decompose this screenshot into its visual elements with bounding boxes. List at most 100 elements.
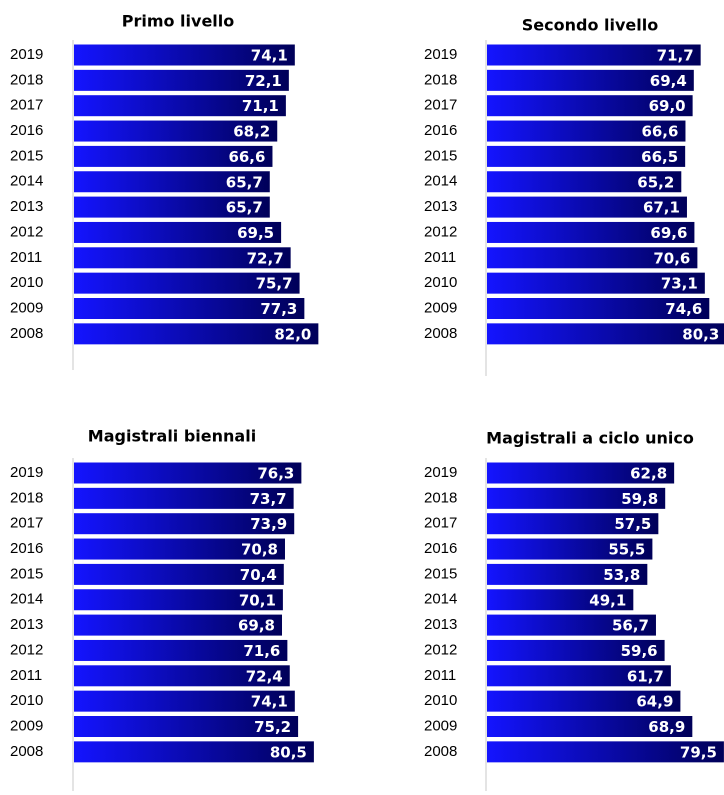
- y-tick-label: 2010: [10, 692, 43, 709]
- bar: [74, 690, 295, 712]
- y-tick-label: 2012: [10, 641, 43, 658]
- data-label: 65,7: [226, 173, 263, 191]
- data-label: 59,8: [621, 490, 658, 508]
- data-label: 61,7: [627, 667, 664, 685]
- y-tick-label: 2016: [424, 122, 457, 139]
- data-label: 49,1: [589, 591, 626, 609]
- bar: [487, 298, 710, 319]
- bar: [487, 716, 693, 737]
- y-tick-label: 2010: [424, 692, 457, 709]
- y-tick-label: 2019: [10, 464, 43, 481]
- data-label: 62,8: [630, 465, 667, 483]
- bar: [487, 690, 681, 712]
- data-label: 70,4: [240, 566, 277, 584]
- y-tick-label: 2018: [10, 489, 43, 506]
- bar: [74, 298, 305, 319]
- bar: [74, 221, 282, 243]
- y-tick-label: 2014: [424, 173, 457, 190]
- data-label: 72,7: [247, 249, 284, 267]
- data-label: 80,3: [682, 325, 719, 343]
- y-tick-label: 2014: [10, 173, 43, 190]
- data-label: 55,5: [608, 541, 645, 559]
- bar: [487, 221, 695, 243]
- data-label: 71,6: [243, 642, 280, 660]
- data-label: 70,1: [239, 591, 276, 609]
- data-label: 73,9: [250, 515, 287, 533]
- chart-title: Magistrali a ciclo unico: [486, 429, 694, 448]
- y-tick-label: 2019: [424, 46, 457, 63]
- bar: [487, 120, 686, 142]
- y-tick-label: 2015: [10, 565, 43, 582]
- y-tick-label: 2009: [424, 299, 457, 316]
- data-label: 53,8: [603, 566, 640, 584]
- chart-title: Magistrali biennali: [88, 427, 256, 446]
- bar: [74, 171, 270, 193]
- data-label: 56,7: [612, 617, 649, 635]
- y-tick-label: 2009: [424, 717, 457, 734]
- data-label: 67,1: [643, 199, 680, 217]
- y-tick-label: 2015: [10, 147, 43, 164]
- bar: [487, 44, 701, 66]
- data-label: 70,8: [241, 541, 278, 559]
- data-label: 66,6: [228, 148, 265, 166]
- y-tick-label: 2017: [10, 515, 43, 532]
- data-label: 75,7: [256, 275, 293, 293]
- y-tick-label: 2012: [424, 641, 457, 658]
- data-label: 74,1: [251, 693, 288, 711]
- bar: [487, 462, 675, 484]
- y-tick-label: 2011: [10, 667, 42, 684]
- y-tick-label: 2009: [10, 299, 43, 316]
- bar: [74, 69, 289, 91]
- data-label: 71,1: [242, 97, 279, 115]
- bar: [74, 44, 295, 66]
- data-label: 59,6: [621, 642, 658, 660]
- y-tick-label: 2010: [424, 274, 457, 291]
- y-tick-label: 2013: [424, 616, 457, 633]
- data-label: 70,6: [653, 249, 690, 267]
- chart-title: Secondo livello: [522, 16, 658, 35]
- bar: [487, 538, 653, 560]
- y-tick-label: 2017: [10, 97, 43, 114]
- bar: [74, 563, 284, 585]
- data-label: 79,5: [680, 743, 717, 761]
- y-tick-label: 2016: [424, 540, 457, 557]
- y-tick-label: 2019: [10, 46, 43, 63]
- data-label: 69,4: [650, 72, 687, 90]
- bar: [74, 513, 295, 535]
- y-tick-label: 2008: [10, 325, 43, 342]
- bar: [74, 196, 270, 218]
- data-label: 74,1: [251, 47, 288, 65]
- bar: [74, 639, 288, 661]
- bar: [487, 639, 665, 661]
- y-tick-label: 2015: [424, 565, 457, 582]
- y-tick-label: 2018: [424, 71, 457, 88]
- data-label: 68,9: [648, 718, 685, 736]
- y-tick-label: 2011: [424, 249, 456, 266]
- y-tick-label: 2017: [424, 97, 457, 114]
- bar: [487, 563, 648, 585]
- data-label: 75,2: [254, 718, 291, 736]
- bar: [487, 589, 634, 611]
- data-label: 76,3: [257, 465, 294, 483]
- bar: [487, 145, 686, 167]
- data-label: 66,6: [641, 123, 678, 141]
- data-label: 72,1: [245, 72, 282, 90]
- y-tick-label: 2014: [424, 591, 457, 608]
- data-label: 74,6: [665, 300, 702, 318]
- y-tick-label: 2011: [424, 667, 456, 684]
- data-label: 71,7: [657, 47, 694, 65]
- y-tick-label: 2018: [10, 71, 43, 88]
- y-tick-label: 2016: [10, 122, 43, 139]
- data-label: 73,1: [661, 275, 698, 293]
- bar: [74, 95, 286, 117]
- data-label: 66,5: [641, 148, 678, 166]
- bar: [487, 487, 666, 509]
- data-label: 73,7: [250, 490, 287, 508]
- data-label: 65,7: [226, 199, 263, 217]
- data-label: 69,5: [237, 224, 274, 242]
- data-label: 69,6: [650, 224, 687, 242]
- bar: [74, 665, 290, 687]
- bar: [74, 145, 273, 167]
- y-tick-label: 2016: [10, 540, 43, 557]
